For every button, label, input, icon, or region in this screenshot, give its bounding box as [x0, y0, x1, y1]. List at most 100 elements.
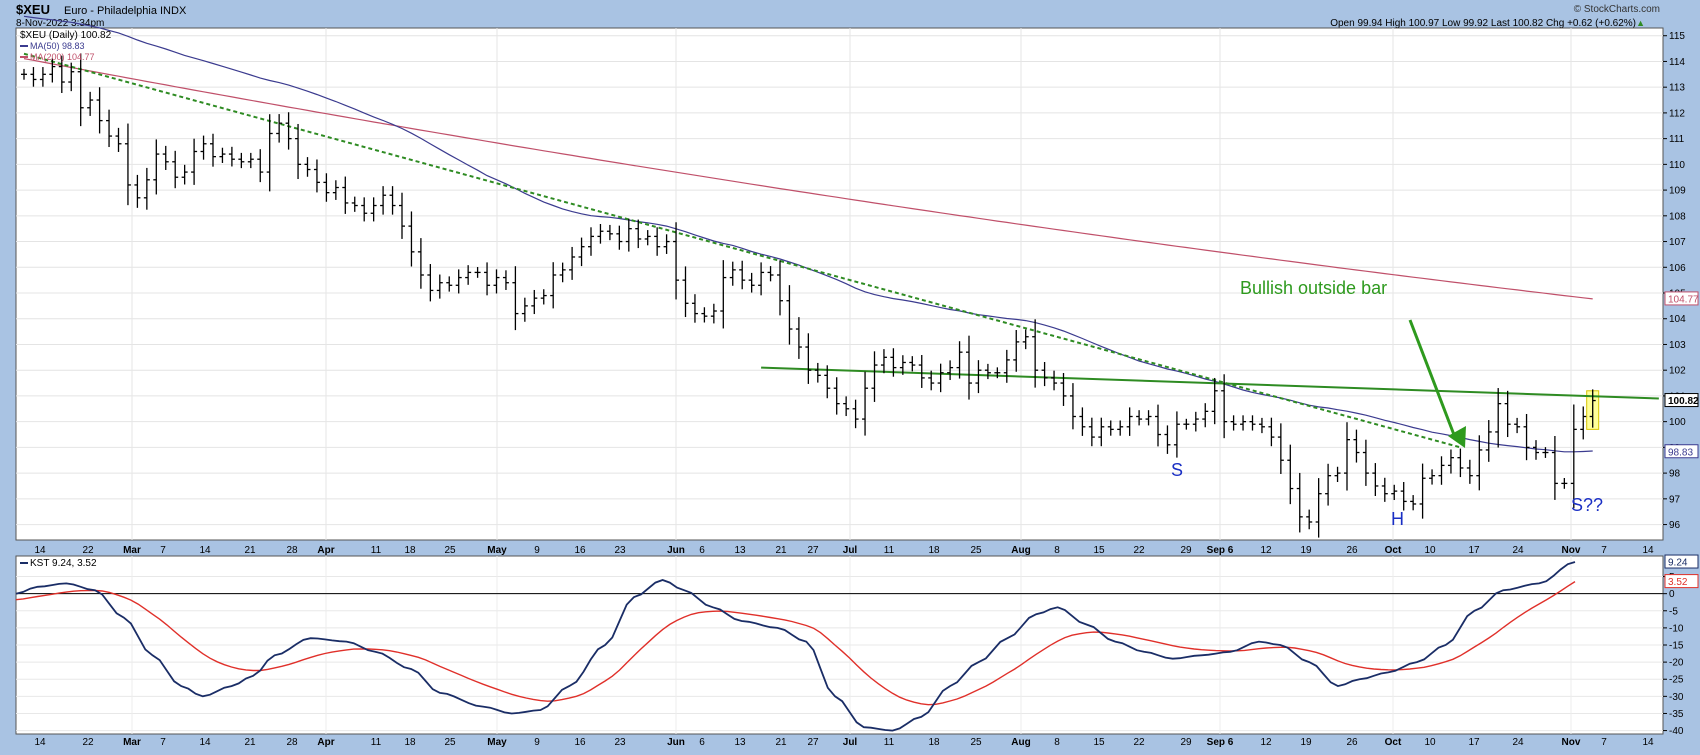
head-label: H — [1391, 509, 1404, 529]
x-tick-label: Aug — [1011, 545, 1030, 556]
x-tick-label: 19 — [1300, 545, 1312, 556]
annotation-arrow-shaft — [1408, 319, 1458, 441]
x-tick-label: 22 — [82, 545, 94, 556]
ma200-badge-text: 104.77 — [1668, 294, 1699, 305]
x-tick-label: 27 — [807, 737, 819, 748]
price-legend: $XEU (Daily) 100.82 — [20, 30, 112, 41]
x-tick-label: 12 — [1260, 737, 1272, 748]
kst-tick-label: -40 — [1669, 726, 1684, 737]
x-tick-label: 29 — [1180, 737, 1192, 748]
x-tick-label: 29 — [1180, 545, 1192, 556]
ma200-badge — [1664, 291, 1699, 306]
x-tick-label: Mar — [123, 545, 141, 556]
x-tick-label: 17 — [1468, 545, 1480, 556]
last-price-badge-text: 100.82 — [1668, 396, 1699, 407]
ma50-badge — [1664, 444, 1699, 459]
x-tick-label: 21 — [244, 545, 256, 556]
price-tick-label: 96 — [1669, 520, 1681, 531]
x-tick-label: May — [487, 737, 507, 748]
x-tick-label: 16 — [574, 737, 586, 748]
kst-grid — [16, 556, 1663, 734]
x-tick-label: Oct — [1385, 545, 1402, 556]
price-tick-label: 102 — [1669, 366, 1686, 377]
x-tick-label: 7 — [1601, 545, 1607, 556]
x-tick-label: Jun — [667, 737, 685, 748]
x-tick-label: Jul — [843, 545, 858, 556]
right-shoulder-label: S?? — [1571, 495, 1603, 515]
bullish-outside-bar-label: Bullish outside bar — [1240, 278, 1387, 298]
kst-tick-label: -15 — [1669, 641, 1684, 652]
kst-badge-text: 9.24 — [1668, 558, 1688, 569]
symbol-label: $XEU — [16, 2, 50, 17]
x-tick-label: 27 — [807, 545, 819, 556]
price-tick-label: 115 — [1669, 31, 1685, 42]
x-tick-label: 25 — [444, 737, 456, 748]
x-tick-label: Apr — [317, 737, 334, 748]
x-tick-label: Sep 6 — [1207, 545, 1234, 556]
kst-tick-label: -25 — [1669, 675, 1684, 686]
x-tick-label: 11 — [884, 737, 895, 748]
x-tick-label: 14 — [1642, 545, 1654, 556]
price-tick-label: 100 — [1669, 417, 1686, 428]
neckline-trendline — [761, 366, 1659, 400]
price-tick-label: 107 — [1669, 237, 1686, 248]
x-tick-label: 21 — [775, 545, 787, 556]
declining-trendline — [23, 52, 1461, 449]
stockcharts-watermark: © StockCharts.com — [1574, 4, 1660, 15]
x-tick-label: 28 — [286, 737, 298, 748]
annotation-arrow-head-icon — [1448, 426, 1466, 448]
x-tick-label: Nov — [1562, 737, 1581, 748]
x-tick-label: 22 — [82, 737, 94, 748]
x-tick-label: 18 — [404, 545, 416, 556]
x-tick-label: 14 — [34, 545, 46, 556]
x-tick-label: 11 — [371, 545, 382, 556]
x-tick-label: 9 — [534, 545, 540, 556]
x-tick-label: 28 — [286, 545, 298, 556]
kst-tick-label: -5 — [1669, 606, 1678, 617]
kst-tick-label: -35 — [1669, 709, 1684, 720]
price-grid — [16, 28, 1663, 540]
x-tick-label: 8 — [1054, 737, 1060, 748]
x-tick-label: Apr — [317, 545, 334, 556]
kst-signal-line — [15, 581, 1576, 706]
x-axis-bottom: 14 22 Mar 7 14 21 28 Apr 11 18 25 May 9 16 23 Jun 6 13 21 2… — [34, 737, 1654, 748]
x-tick-label: 11 — [371, 737, 382, 748]
index-name: Euro - Philadelphia INDX — [64, 5, 187, 17]
price-tick-label: 97 — [1669, 494, 1681, 505]
price-bars — [21, 53, 1596, 538]
signal-badge — [1664, 574, 1699, 589]
price-tick-label: 109 — [1669, 186, 1686, 197]
x-tick-label: 21 — [244, 737, 256, 748]
x-tick-label: Jul — [843, 737, 858, 748]
x-tick-label: Jun — [667, 545, 685, 556]
x-tick-label: 14 — [199, 545, 211, 556]
price-tick-label: 111 — [1669, 134, 1685, 145]
x-tick-label: 18 — [404, 737, 416, 748]
x-axis-between-panels: 14 22 Mar 7 14 21 28 Apr 11 18 25 May 9 16 23 Jun 6 13 21 2… — [34, 545, 1654, 556]
x-tick-label: 7 — [160, 545, 166, 556]
x-tick-label: Nov — [1562, 545, 1581, 556]
x-tick-label: 6 — [699, 545, 705, 556]
x-tick-label: 18 — [928, 737, 940, 748]
x-tick-label: May — [487, 545, 507, 556]
kst-tick-label: -30 — [1669, 692, 1684, 703]
price-tick-label: 108 — [1669, 211, 1686, 222]
x-tick-label: 17 — [1468, 737, 1480, 748]
price-tick-label: 113 — [1669, 83, 1685, 94]
x-tick-label: 14 — [34, 737, 46, 748]
price-panel — [15, 27, 1664, 541]
signal-badge-text: 3.52 — [1668, 577, 1688, 588]
ma200-legend: MA(200) 104.77 — [30, 52, 95, 62]
x-tick-label: 26 — [1346, 737, 1358, 748]
price-tick-label: 106 — [1669, 263, 1686, 274]
x-tick-label: 25 — [970, 545, 982, 556]
x-tick-label: 9 — [534, 737, 540, 748]
x-tick-label: 12 — [1260, 545, 1272, 556]
x-tick-label: 6 — [699, 737, 705, 748]
kst-tick-label: 0 — [1669, 589, 1675, 600]
ma200-line — [23, 58, 1593, 300]
x-tick-label: 10 — [1424, 737, 1436, 748]
up-arrow-icon: ▲ — [1636, 18, 1645, 28]
x-tick-label: 10 — [1424, 545, 1436, 556]
